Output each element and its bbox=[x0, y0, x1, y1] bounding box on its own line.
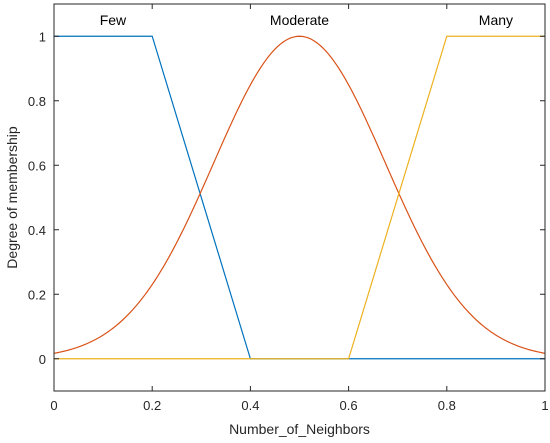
x-tick-label: 0 bbox=[50, 398, 57, 413]
x-tick-label: 0.8 bbox=[438, 398, 456, 413]
y-tick-label: 0 bbox=[39, 352, 46, 367]
plot-background bbox=[54, 4, 545, 391]
series-few-line bbox=[54, 35, 545, 360]
series-moderate-label: Moderate bbox=[270, 12, 329, 28]
y-axis-label: Degree of membership bbox=[4, 126, 20, 269]
series-group bbox=[53, 35, 546, 360]
ticks-group: 0 0.2 0.4 0.6 0.8 1 0 0.2 0.4 0.6 0.8 1 bbox=[28, 4, 549, 413]
series-few-label: Few bbox=[100, 12, 127, 28]
y-tick-label: 0.6 bbox=[28, 158, 46, 173]
series-many-line bbox=[54, 35, 545, 360]
membership-labels-group: Few Moderate Many bbox=[100, 12, 513, 28]
series-moderate-line bbox=[53, 35, 546, 354]
x-tick-label: 1 bbox=[541, 398, 548, 413]
y-tick-label: 0.8 bbox=[28, 94, 46, 109]
y-tick-label: 0.2 bbox=[28, 287, 46, 302]
y-tick-label: 0.4 bbox=[28, 223, 46, 238]
x-tick-label: 0.6 bbox=[340, 398, 358, 413]
plot-frame bbox=[53, 3, 546, 392]
x-tick-label: 0.4 bbox=[241, 398, 259, 413]
x-axis-label: Number_of_Neighbors bbox=[229, 421, 370, 437]
x-tick-label: 0.2 bbox=[143, 398, 161, 413]
series-many-label: Many bbox=[479, 12, 513, 28]
y-tick-label: 1 bbox=[39, 29, 46, 44]
